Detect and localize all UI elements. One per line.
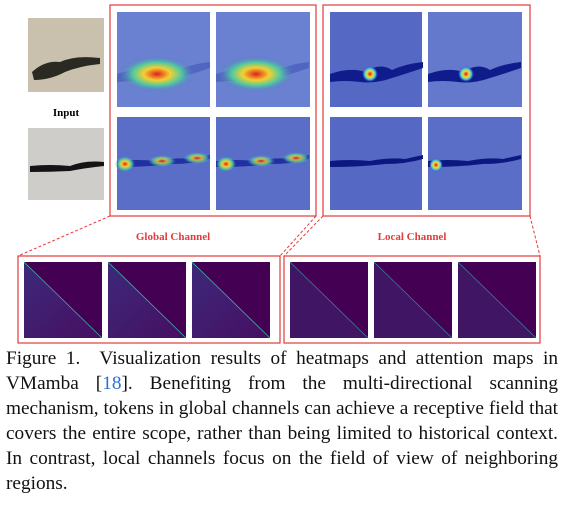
- heatmap: [428, 117, 522, 210]
- global-label: Global Channel: [136, 231, 210, 243]
- caption-prefix: Figure 1.: [6, 348, 81, 369]
- attention-map: [23, 261, 103, 339]
- global-box: [109, 4, 317, 217]
- attention-map: [373, 261, 453, 339]
- attention-map: [457, 261, 537, 339]
- crack: [32, 57, 100, 80]
- caption: Figure 1. Visualization results of heatm…: [6, 346, 558, 496]
- global-attention-box: [17, 255, 281, 344]
- attention-map: [191, 261, 271, 339]
- heatmap: [216, 12, 310, 107]
- heatmap: [117, 12, 210, 107]
- heatmap: [115, 117, 211, 210]
- heatmap: [330, 117, 423, 210]
- caption-text: Visualization results of heatmaps and at…: [6, 348, 559, 394]
- citation[interactable]: 18: [102, 373, 122, 394]
- attention-map: [289, 261, 369, 339]
- input-image: [28, 18, 104, 92]
- heatmap: [330, 12, 423, 107]
- local-label: Local Channel: [378, 231, 447, 243]
- caption-text: ]. Benefiting from the multi-directional…: [6, 373, 558, 494]
- heatmap: [428, 12, 522, 107]
- input-label: Input: [53, 107, 80, 119]
- crack: [30, 161, 104, 172]
- heatmap: [216, 117, 310, 210]
- attention-map: [107, 261, 187, 339]
- figure-graphics: Input Global Channel Local Channel: [17, 4, 541, 344]
- local-box: [322, 4, 531, 217]
- local-attention-box: [283, 255, 541, 344]
- connectors: [17, 215, 541, 257]
